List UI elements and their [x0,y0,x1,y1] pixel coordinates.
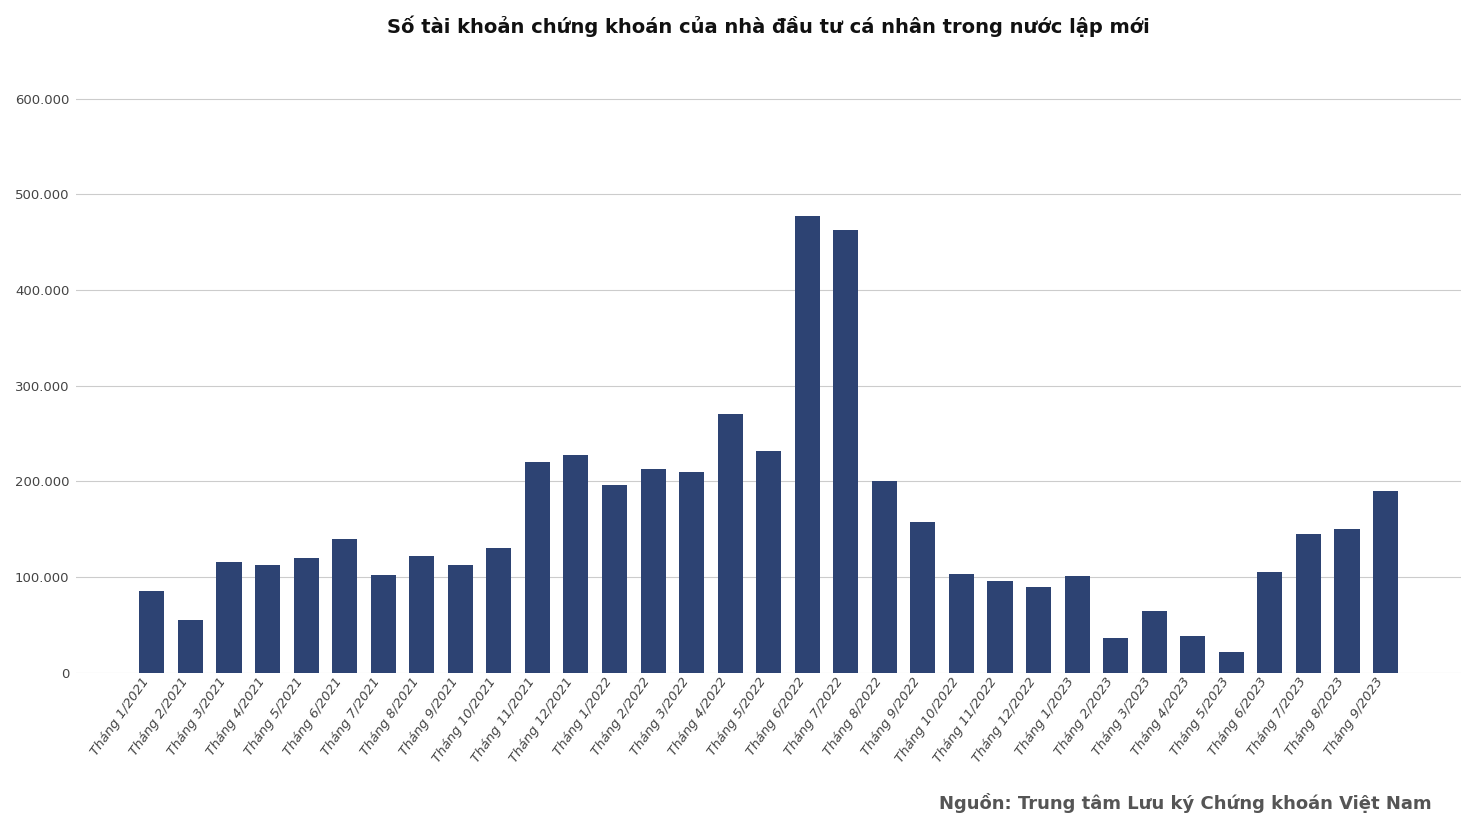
Bar [1064,576,1089,673]
Bar [602,486,627,673]
Text: Nguồn: Trung tâm Lưu ký Chứng khoán Việt Nam: Nguồn: Trung tâm Lưu ký Chứng khoán Việt… [939,793,1432,813]
Bar [872,481,897,673]
Bar [447,564,472,673]
Bar [1142,611,1166,673]
Bar [179,620,204,673]
Bar [641,469,666,673]
Bar [139,592,164,673]
Bar [1296,534,1321,673]
Bar [756,451,781,673]
Bar [987,581,1013,673]
Bar [1026,587,1051,673]
Bar [255,564,280,673]
Bar [911,523,936,673]
Bar [294,558,319,673]
Bar [564,455,589,673]
Bar [717,414,742,673]
Bar [1219,652,1244,673]
Title: Số tài khoản chứng khoán của nhà đầu tư cá nhân trong nước lập mới: Số tài khoản chứng khoán của nhà đầu tư … [387,15,1150,37]
Bar [679,471,704,673]
Bar [949,574,974,673]
Bar [1181,637,1206,673]
Bar [794,217,819,673]
Bar [1334,530,1359,673]
Bar [1103,638,1128,673]
Bar [525,462,551,673]
Bar [1258,572,1283,673]
Bar [217,562,242,673]
Bar [332,539,357,673]
Bar [409,556,434,673]
Bar [486,549,511,673]
Bar [370,575,396,673]
Bar [834,230,859,673]
Bar [1373,491,1398,673]
